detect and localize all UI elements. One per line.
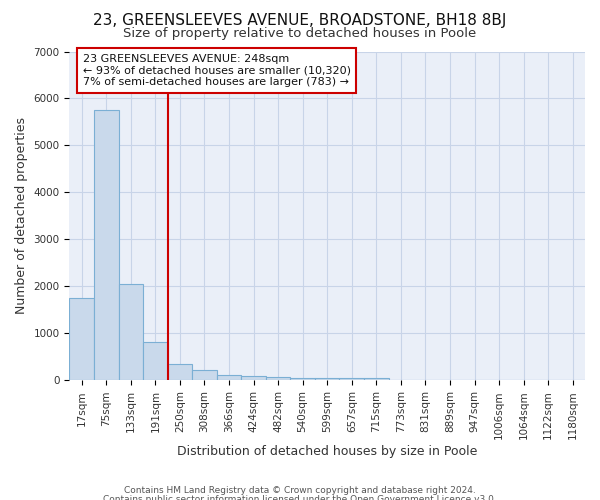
Text: 23, GREENSLEEVES AVENUE, BROADSTONE, BH18 8BJ: 23, GREENSLEEVES AVENUE, BROADSTONE, BH1… [94,12,506,28]
Text: Contains HM Land Registry data © Crown copyright and database right 2024.: Contains HM Land Registry data © Crown c… [124,486,476,495]
Bar [340,378,364,380]
Bar [192,370,217,380]
Bar [119,284,143,380]
Bar [167,364,192,380]
Bar [266,377,290,380]
Bar [241,376,266,380]
Text: 23 GREENSLEEVES AVENUE: 248sqm
← 93% of detached houses are smaller (10,320)
7% : 23 GREENSLEEVES AVENUE: 248sqm ← 93% of … [83,54,351,87]
Bar [217,376,241,380]
Y-axis label: Number of detached properties: Number of detached properties [15,118,28,314]
Bar [94,110,119,380]
Bar [315,378,340,380]
Text: Contains public sector information licensed under the Open Government Licence v3: Contains public sector information licen… [103,495,497,500]
Bar [290,378,315,380]
Bar [70,298,94,380]
Bar [364,378,389,380]
X-axis label: Distribution of detached houses by size in Poole: Distribution of detached houses by size … [177,444,478,458]
Text: Size of property relative to detached houses in Poole: Size of property relative to detached ho… [124,28,476,40]
Bar [143,342,167,380]
